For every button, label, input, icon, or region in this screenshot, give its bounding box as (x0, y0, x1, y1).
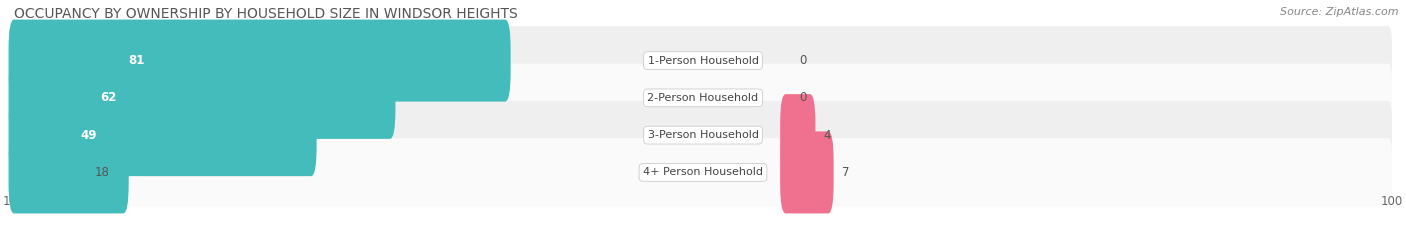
FancyBboxPatch shape (14, 64, 1392, 132)
Text: 0: 0 (800, 91, 807, 104)
Text: 3-Person Household: 3-Person Household (648, 130, 758, 140)
FancyBboxPatch shape (8, 57, 395, 139)
Text: 4: 4 (824, 129, 831, 142)
Text: OCCUPANCY BY OWNERSHIP BY HOUSEHOLD SIZE IN WINDSOR HEIGHTS: OCCUPANCY BY OWNERSHIP BY HOUSEHOLD SIZE… (14, 7, 517, 21)
Text: 4+ Person Household: 4+ Person Household (643, 168, 763, 177)
FancyBboxPatch shape (14, 101, 1392, 169)
Text: 7: 7 (842, 166, 849, 179)
FancyBboxPatch shape (780, 131, 834, 213)
Text: 18: 18 (94, 166, 110, 179)
Text: 1-Person Household: 1-Person Household (648, 56, 758, 65)
FancyBboxPatch shape (8, 131, 129, 213)
FancyBboxPatch shape (780, 94, 815, 176)
Text: 62: 62 (100, 91, 117, 104)
Text: 81: 81 (128, 54, 145, 67)
Text: 2-Person Household: 2-Person Household (647, 93, 759, 103)
Text: Source: ZipAtlas.com: Source: ZipAtlas.com (1281, 7, 1399, 17)
FancyBboxPatch shape (8, 94, 316, 176)
FancyBboxPatch shape (14, 26, 1392, 95)
Text: 49: 49 (80, 129, 97, 142)
FancyBboxPatch shape (8, 20, 510, 102)
FancyBboxPatch shape (14, 138, 1392, 207)
Text: 0: 0 (800, 54, 807, 67)
